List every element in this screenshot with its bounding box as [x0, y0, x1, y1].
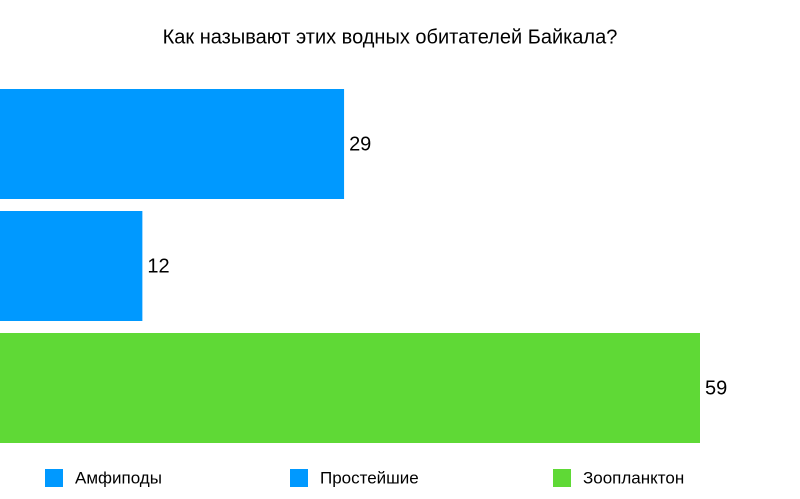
- bar: [0, 89, 345, 199]
- value-label: 59: [705, 377, 727, 399]
- legend-swatch: [290, 469, 308, 487]
- bar: [0, 333, 700, 443]
- legend-swatch: [45, 469, 63, 487]
- value-label: 12: [147, 255, 169, 277]
- legend-swatch: [553, 469, 571, 487]
- legend-label: Зоопланктон: [583, 468, 684, 487]
- value-label: 29: [349, 133, 371, 155]
- chart-title: Как называют этих водных обитателей Байк…: [163, 26, 618, 48]
- legend-label: Амфиподы: [75, 468, 162, 487]
- legend-label: Простейшие: [320, 468, 419, 487]
- bar: [0, 211, 143, 321]
